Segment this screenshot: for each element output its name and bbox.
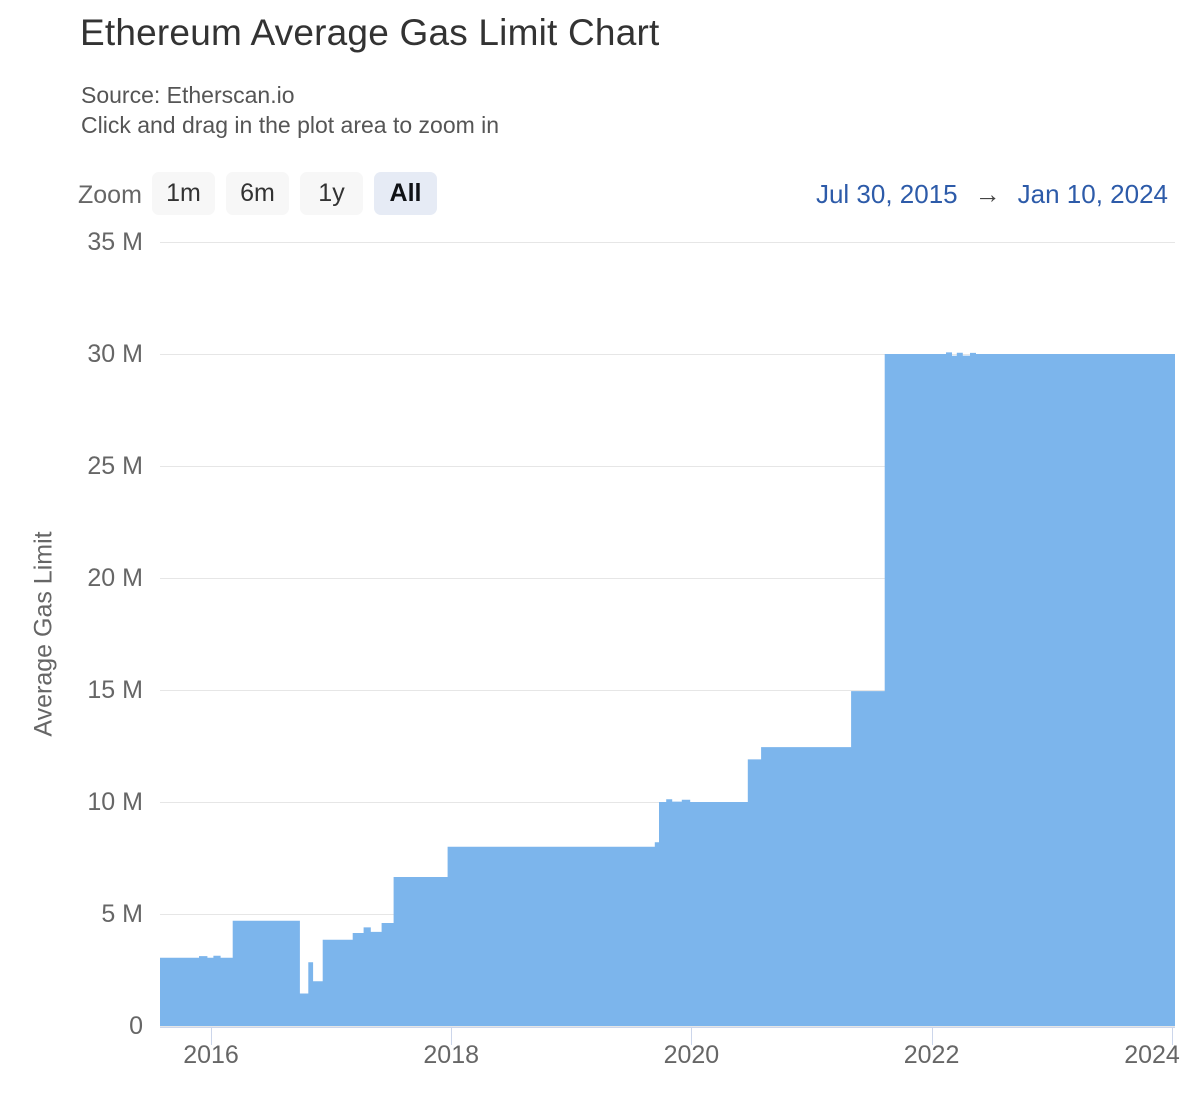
- zoom-button-6m[interactable]: 6m: [226, 172, 289, 215]
- zoom-button-all[interactable]: All: [374, 172, 437, 215]
- x-axis-label: 2018: [423, 1041, 480, 1069]
- y-axis-label: 15 M: [87, 676, 143, 704]
- x-axis-label: 2016: [183, 1041, 239, 1069]
- area-series: [160, 352, 1175, 1026]
- y-axis-label: 0: [129, 1012, 143, 1040]
- y-axis-label: 10 M: [87, 788, 143, 816]
- arrow-right-icon: →: [974, 179, 1001, 209]
- y-axis-label: 35 M: [87, 228, 143, 256]
- y-axis-title: Average Gas Limit: [29, 531, 58, 737]
- date-to-input[interactable]: Jan 10, 2024: [1017, 179, 1168, 209]
- y-axis-label: 30 M: [87, 340, 143, 368]
- page-title: Ethereum Average Gas Limit Chart: [80, 12, 660, 53]
- chart-subtitle-source: Source: Etherscan.io: [81, 82, 295, 108]
- zoom-button-1y[interactable]: 1y: [300, 172, 363, 215]
- x-axis-label: 2020: [663, 1041, 720, 1069]
- y-axis-label: 20 M: [87, 564, 143, 592]
- x-axis-label: 2022: [903, 1041, 960, 1069]
- x-axis-label: 2024: [1124, 1041, 1180, 1069]
- date-from-input[interactable]: Jul 30, 2015: [815, 179, 958, 209]
- chart-subtitle-hint: Click and drag in the plot area to zoom …: [81, 112, 500, 138]
- zoom-label: Zoom: [78, 181, 142, 209]
- y-axis-label: 5 M: [101, 900, 143, 928]
- y-axis-label: 25 M: [87, 452, 143, 480]
- zoom-range-buttons: 1m 6m 1y All: [152, 172, 437, 215]
- date-range: Jul 30, 2015 → Jan 10, 2024: [816, 179, 1168, 210]
- zoom-button-1m[interactable]: 1m: [152, 172, 215, 215]
